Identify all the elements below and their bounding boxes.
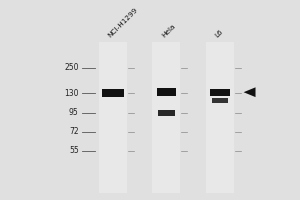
Text: 72: 72 — [69, 127, 79, 136]
Text: 55: 55 — [69, 146, 79, 155]
Bar — [210, 89, 230, 96]
Polygon shape — [244, 87, 256, 97]
Text: NCI-H1299: NCI-H1299 — [107, 7, 139, 39]
Bar — [212, 98, 228, 103]
Text: 95: 95 — [69, 108, 79, 117]
Text: 130: 130 — [64, 89, 79, 98]
Text: 250: 250 — [64, 63, 79, 72]
Bar — [206, 42, 234, 193]
Bar — [99, 42, 127, 193]
Bar — [102, 89, 124, 97]
Text: Hela: Hela — [160, 23, 176, 39]
Text: L6: L6 — [214, 28, 224, 39]
Bar — [158, 110, 175, 116]
Bar — [157, 88, 176, 96]
Bar — [152, 42, 181, 193]
Bar — [97, 42, 236, 193]
